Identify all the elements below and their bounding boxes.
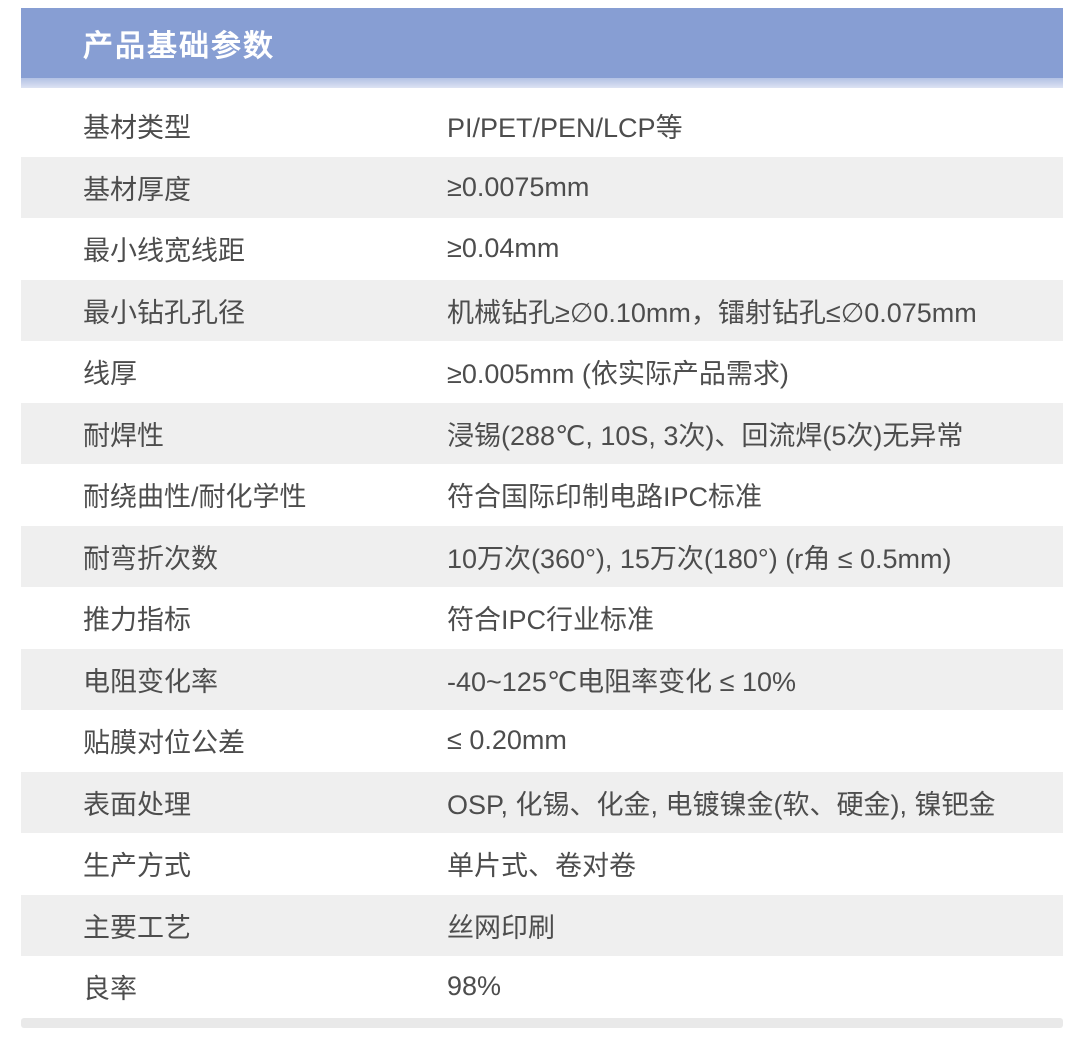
row-label: 主要工艺 [83, 912, 191, 943]
row-value: ≤ 0.20mm [447, 725, 567, 756]
row-value: 浸锡(288℃, 10S, 3次)、回流焊(5次)无异常 [447, 420, 964, 451]
row-label: 最小钻孔孔径 [83, 297, 245, 328]
row-label: 表面处理 [83, 789, 191, 820]
header-gap [21, 88, 1063, 95]
row-label: 贴膜对位公差 [83, 728, 245, 759]
table-row: 主要工艺 丝网印刷 [21, 894, 1063, 956]
table-row: 良率 98% [21, 956, 1063, 1018]
table-row: 电阻变化率 -40~125℃电阻率变化 ≤ 10% [21, 648, 1063, 710]
row-value: PI/PET/PEN/LCP等 [447, 113, 683, 144]
row-value: ≥0.04mm [447, 233, 560, 264]
row-label: 良率 [83, 974, 137, 1005]
table-row: 耐弯折次数 10万次(360°), 15万次(180°) (r角 ≤ 0.5mm… [21, 525, 1063, 587]
row-label: 最小线宽线距 [83, 236, 245, 267]
header-accent-strip [21, 78, 1063, 88]
row-value: ≥0.0075mm [447, 171, 590, 202]
table-row: 基材类型 PI/PET/PEN/LCP等 [21, 95, 1063, 157]
table-row: 最小线宽线距 ≥0.04mm [21, 218, 1063, 280]
table-row: 耐焊性 浸锡(288℃, 10S, 3次)、回流焊(5次)无异常 [21, 402, 1063, 464]
table-row: 贴膜对位公差 ≤ 0.20mm [21, 710, 1063, 772]
spec-table: 基材类型 PI/PET/PEN/LCP等 基材厚度 ≥0.0075mm 最小线宽… [21, 95, 1063, 1018]
table-row: 生产方式 单片式、卷对卷 [21, 833, 1063, 895]
row-value: -40~125℃电阻率变化 ≤ 10% [447, 666, 797, 697]
row-value: 单片式、卷对卷 [447, 851, 636, 882]
row-value: ≥0.005mm (依实际产品需求) [447, 359, 789, 390]
product-spec-card: 产品基础参数 基材类型 PI/PET/PEN/LCP等 基材厚度 ≥0.0075… [21, 8, 1063, 1028]
table-row: 线厚 ≥0.005mm (依实际产品需求) [21, 341, 1063, 403]
row-label: 基材类型 [83, 113, 191, 144]
row-value: 98% [447, 971, 502, 1002]
table-row: 最小钻孔孔径 机械钻孔≥∅0.10mm，镭射钻孔≤∅0.075mm [21, 279, 1063, 341]
row-value: 丝网印刷 [447, 912, 555, 943]
row-value: 10万次(360°), 15万次(180°) (r角 ≤ 0.5mm) [447, 543, 952, 574]
table-row: 基材厚度 ≥0.0075mm [21, 156, 1063, 218]
row-label: 生产方式 [83, 851, 191, 882]
table-row: 耐绕曲性/耐化学性 符合国际印制电路IPC标准 [21, 464, 1063, 526]
row-value: 符合国际印制电路IPC标准 [447, 482, 763, 513]
row-label: 电阻变化率 [83, 666, 218, 697]
row-label: 基材厚度 [83, 174, 191, 205]
section-header: 产品基础参数 [21, 8, 1063, 78]
row-label: 耐弯折次数 [83, 543, 218, 574]
section-title: 产品基础参数 [83, 30, 275, 63]
row-label: 耐焊性 [83, 420, 164, 451]
row-value: 机械钻孔≥∅0.10mm，镭射钻孔≤∅0.075mm [447, 297, 977, 328]
table-row: 推力指标 符合IPC行业标准 [21, 587, 1063, 649]
row-label: 推力指标 [83, 605, 191, 636]
row-value: 符合IPC行业标准 [447, 605, 655, 636]
row-label: 耐绕曲性/耐化学性 [83, 482, 307, 513]
row-label: 线厚 [83, 359, 137, 390]
row-value: OSP, 化锡、化金, 电镀镍金(软、硬金), 镍钯金 [447, 789, 996, 820]
table-row: 表面处理 OSP, 化锡、化金, 电镀镍金(软、硬金), 镍钯金 [21, 771, 1063, 833]
bottom-partial-row-strip [21, 1017, 1063, 1028]
